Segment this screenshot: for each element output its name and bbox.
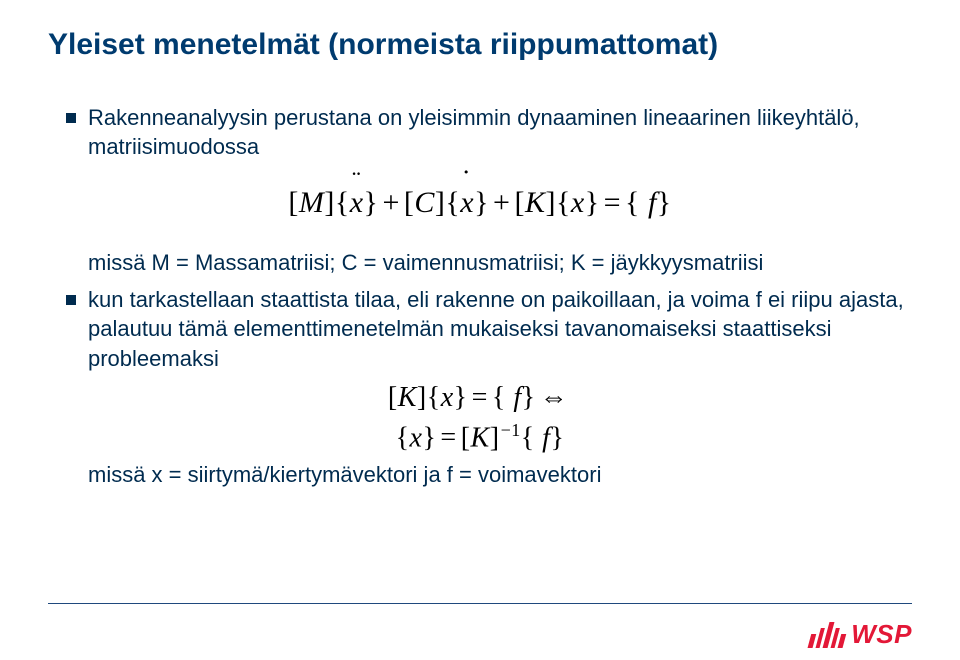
where-line-2: missä x = siirtymä/kiertymävektori ja f … bbox=[88, 460, 912, 491]
bullet-list: Rakenneanalyysin perustana on yleisimmin… bbox=[66, 103, 912, 162]
formula-sub-block: [K]{x}={ f}⇔ {x}=[K]−1{ f} bbox=[48, 382, 912, 454]
slide: Yleiset menetelmät (normeista riippumatt… bbox=[0, 0, 960, 660]
bracket-open: [ bbox=[461, 422, 471, 453]
exp-minus1: −1 bbox=[500, 420, 521, 440]
op-eq: = bbox=[600, 186, 625, 219]
where-line-1: missä M = Massamatriisi; C = vaimennusma… bbox=[88, 248, 912, 279]
var-K: K bbox=[525, 186, 546, 219]
op-plus: + bbox=[489, 186, 514, 219]
page-title: Yleiset menetelmät (normeista riippumatt… bbox=[48, 28, 912, 63]
formula-sub2: {x}=[K]−1{ f} bbox=[48, 420, 912, 454]
logo: WSP bbox=[811, 619, 912, 650]
var-M: M bbox=[299, 186, 325, 219]
formula-main: [M]{x}+[C]{x}+[K]{x}={ f} bbox=[288, 186, 671, 219]
brace-open: { bbox=[521, 422, 535, 453]
op-iff: ⇔ bbox=[536, 382, 573, 413]
brace-open: { bbox=[335, 186, 350, 219]
bracket-close: ] bbox=[545, 186, 556, 219]
logo-text: WSP bbox=[851, 619, 912, 650]
var-f: f bbox=[648, 186, 657, 219]
bullet-1: Rakenneanalyysin perustana on yleisimmin… bbox=[66, 103, 912, 162]
op-eq: = bbox=[436, 422, 460, 453]
var-K: K bbox=[398, 382, 417, 413]
brace-close: } bbox=[474, 186, 489, 219]
brace-open: { bbox=[556, 186, 571, 219]
var-f: f bbox=[513, 382, 521, 413]
bullet-2: kun tarkastellaan staattista tilaa, eli … bbox=[66, 285, 912, 374]
brace-open: { bbox=[396, 422, 410, 453]
brace-open: { bbox=[445, 186, 460, 219]
formula-sub1: [K]{x}={ f}⇔ bbox=[48, 382, 912, 414]
bracket-open: [ bbox=[404, 186, 415, 219]
var-x: x bbox=[571, 186, 585, 219]
op-eq: = bbox=[468, 382, 492, 413]
op-plus: + bbox=[378, 186, 403, 219]
brace-close: } bbox=[422, 422, 436, 453]
bracket-close: ] bbox=[417, 382, 427, 413]
var-x: x bbox=[410, 422, 423, 453]
var-x: x bbox=[441, 382, 454, 413]
brace-close: } bbox=[454, 382, 468, 413]
brace-open: { bbox=[492, 382, 506, 413]
footer-divider bbox=[48, 603, 912, 604]
bracket-open: [ bbox=[514, 186, 525, 219]
bracket-close: ] bbox=[435, 186, 446, 219]
bracket-close: ] bbox=[490, 422, 500, 453]
bracket-close: ] bbox=[324, 186, 335, 219]
brace-close: } bbox=[550, 422, 564, 453]
var-x-dot: x bbox=[460, 186, 474, 219]
brace-close: } bbox=[522, 382, 536, 413]
formula-main-block: [M]{x}+[C]{x}+[K]{x}={ f} bbox=[48, 186, 912, 220]
bracket-open: [ bbox=[388, 382, 398, 413]
bullet-list-2: kun tarkastellaan staattista tilaa, eli … bbox=[66, 285, 912, 374]
brace-close: } bbox=[364, 186, 379, 219]
bracket-open: [ bbox=[288, 186, 299, 219]
brace-open: { bbox=[427, 382, 441, 413]
brace-open: { bbox=[625, 186, 640, 219]
brace-close: } bbox=[585, 186, 600, 219]
logo-icon bbox=[807, 622, 848, 648]
var-K: K bbox=[471, 422, 490, 453]
var-x-ddot: x bbox=[350, 186, 364, 219]
var-C: C bbox=[414, 186, 435, 219]
brace-close: } bbox=[657, 186, 672, 219]
